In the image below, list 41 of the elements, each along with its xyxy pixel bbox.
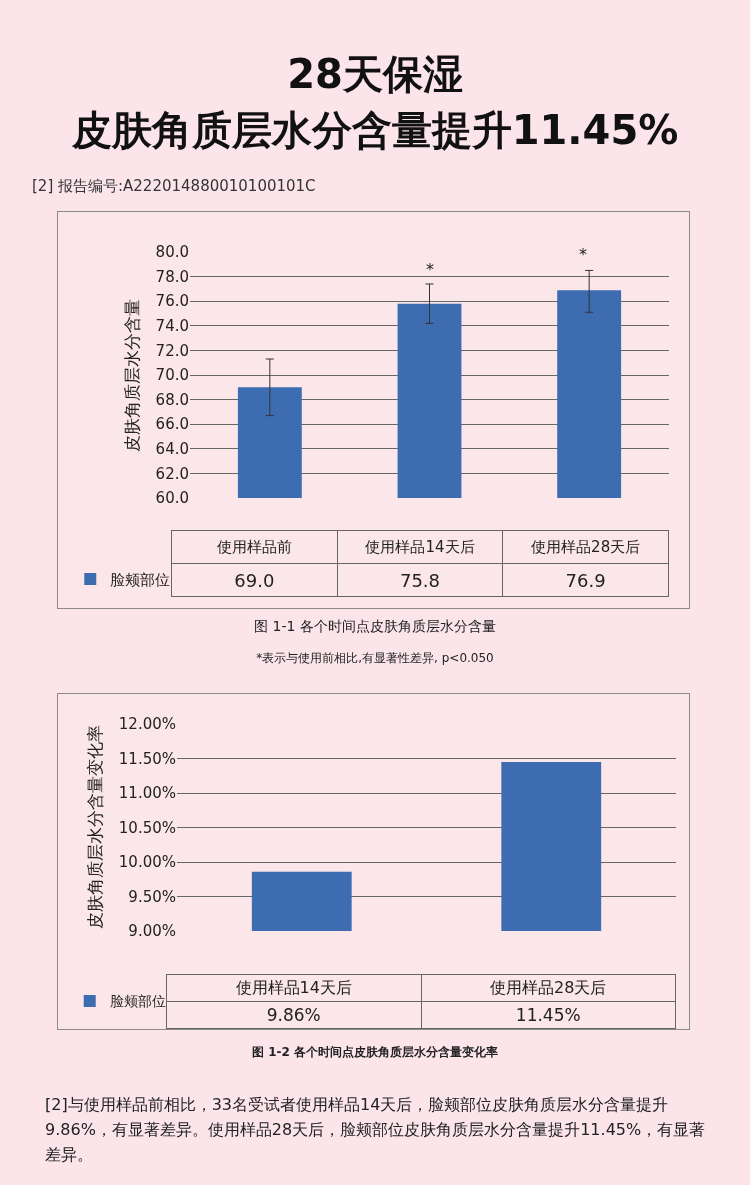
category-label: 使用样品前	[216, 537, 292, 556]
y-tick-label: 11.00%	[118, 784, 176, 803]
category-label: 使用样品28天后	[490, 977, 607, 997]
y-axis-title: 皮肤角质层水分含量变化率	[85, 725, 106, 930]
chart-subtitle: 皮肤角质层水分含量提升11.45%	[70, 106, 680, 155]
caption: 图 1-1 各个时间点皮肤角质层水分含量	[253, 618, 497, 636]
data-label: 75.8	[337, 563, 503, 597]
y-tick-label: 62.0	[155, 464, 189, 483]
y-tick-label: 10.00%	[118, 853, 176, 872]
data-label: 11.45%	[421, 1001, 676, 1029]
category-label: 使用样品28天后	[531, 537, 641, 556]
category-label: 使用样品14天后	[365, 537, 475, 556]
data-label: 69.0	[171, 563, 338, 597]
y-tick-label: 72.0	[155, 341, 189, 360]
y-tick-label: 70.0	[155, 366, 189, 385]
annotation: *	[579, 245, 587, 264]
y-tick-label: 78.0	[155, 267, 189, 286]
chart-title: 28天保湿	[286, 50, 464, 99]
text: [2]与使用样品前相比，33名受试者使用样品14天后，脸颊部位皮肤角质层水分含量提升9.86%，有显著差异。使用样品28天后，脸颊部位皮肤角质层水分含量提升11.45%，有显著差异。	[45, 1094, 707, 1166]
y-tick-label: 76.0	[155, 292, 189, 311]
y-tick-label: 66.0	[155, 415, 189, 434]
annotation: *	[426, 260, 434, 279]
y-tick-label: 9.50%	[128, 887, 176, 906]
y-axis-title: 皮肤角质层水分含量	[122, 298, 143, 452]
data-label: 9.86%	[166, 1001, 421, 1029]
caption: 图 1-2 各个时间点皮肤角质层水分含量变化率	[250, 1044, 499, 1061]
y-tick-label: 9.00%	[128, 922, 176, 941]
data-label: 76.9	[502, 563, 669, 597]
text: *表示与使用前相比,有显著性差异, p<0.050	[255, 650, 495, 667]
y-tick-label: 74.0	[155, 317, 189, 336]
legend-label: 脸颊部位	[109, 993, 166, 1010]
y-tick-label: 68.0	[155, 390, 189, 409]
y-tick-label: 80.0	[155, 243, 189, 262]
text: [2] 报告编号:A222014880010100101C	[32, 177, 316, 196]
y-tick-label: 64.0	[155, 440, 189, 459]
y-tick-label: 60.0	[155, 489, 189, 508]
y-tick-label: 10.50%	[118, 818, 176, 837]
legend-label: 脸颊部位	[110, 570, 171, 589]
category-label: 使用样品14天后	[235, 977, 352, 997]
y-tick-label: 11.50%	[118, 749, 176, 768]
y-tick-label: 12.00%	[118, 715, 176, 734]
